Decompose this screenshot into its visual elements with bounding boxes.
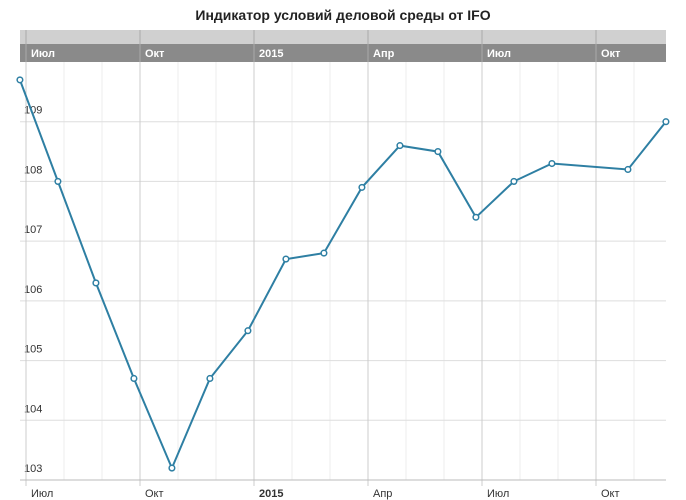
y-tick-label: 105: [24, 344, 42, 356]
point: [244, 327, 252, 335]
point: [16, 76, 24, 84]
chart-title: Индикатор условий деловой среды от IFO: [195, 7, 490, 23]
point: [510, 177, 518, 185]
point: [320, 249, 328, 257]
point: [472, 213, 480, 221]
point: [358, 183, 366, 191]
navigator-background: [20, 30, 666, 45]
x-tick-label: Окт: [601, 488, 620, 500]
x-tick-label: Окт: [145, 488, 164, 500]
y-tick-label: 106: [24, 284, 42, 296]
point: [282, 255, 290, 263]
point: [92, 279, 100, 287]
point: [434, 148, 442, 156]
navigator-label: Апр: [373, 48, 395, 60]
point: [130, 374, 138, 383]
point: [168, 464, 176, 472]
navigator-label: Окт: [145, 48, 165, 60]
y-tick-label: 103: [24, 463, 42, 475]
point: [662, 118, 670, 126]
x-tick-label: 2015: [259, 488, 283, 500]
point: [396, 142, 404, 150]
series-line: [18, 79, 667, 471]
y-tick-label: 107: [24, 224, 42, 236]
x-tick-label: Июл: [487, 488, 509, 500]
navigator-label: Окт: [601, 48, 621, 60]
point: [54, 177, 62, 185]
y-tick-label: 109: [24, 105, 42, 117]
y-tick-label: 108: [24, 164, 42, 176]
x-tick-label: Июл: [31, 488, 53, 500]
point: [548, 159, 556, 168]
point: [206, 374, 214, 383]
point: [624, 165, 632, 174]
navigator-label: Июл: [487, 48, 511, 60]
y-tick-label: 104: [24, 403, 42, 415]
navigator-axis: [20, 44, 666, 62]
x-tick-label: Апр: [373, 488, 392, 500]
navigator-label: Июл: [31, 48, 55, 60]
navigator-label: 2015: [259, 48, 283, 60]
